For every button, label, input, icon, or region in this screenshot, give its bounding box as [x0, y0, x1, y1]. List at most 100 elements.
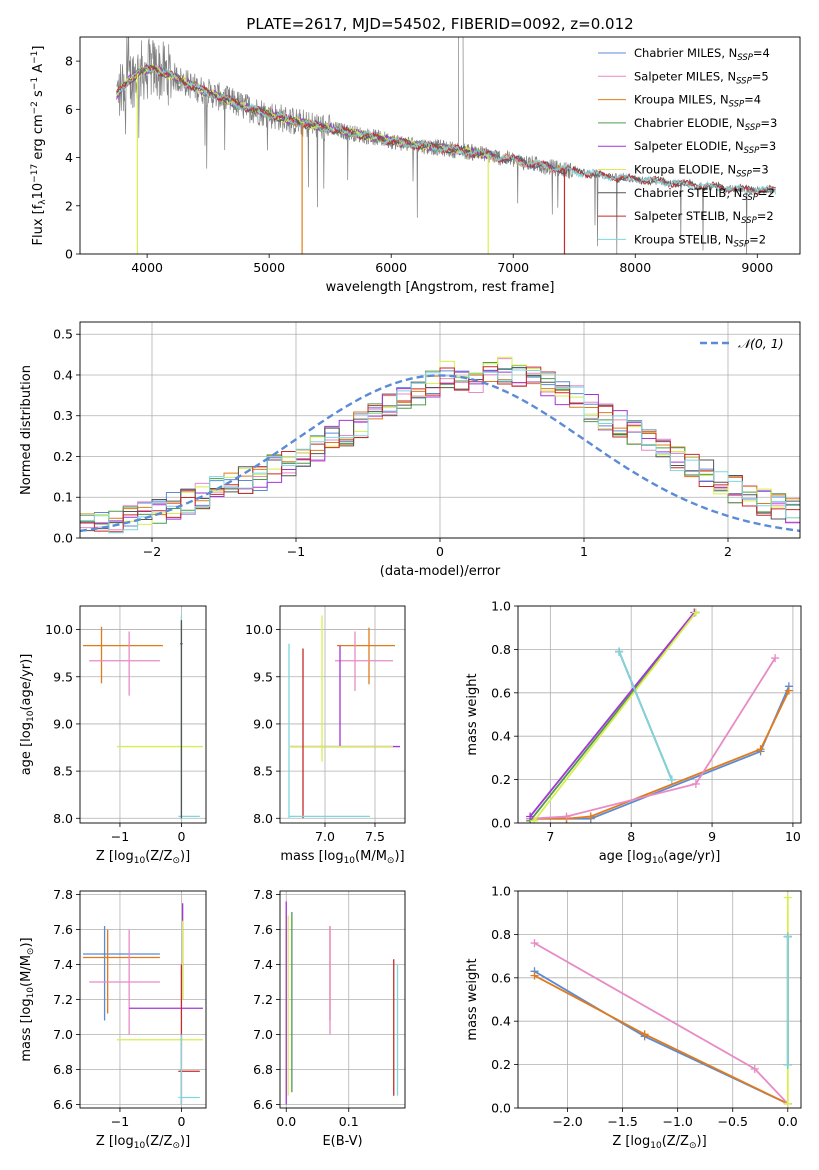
data-point-marker [691, 779, 700, 788]
legend-label: Kroupa ELODIE, NSSP=3 [634, 163, 769, 180]
legend-label: Kroupa MILES, NSSP=4 [634, 93, 761, 110]
data-point-marker [586, 812, 595, 821]
x-tick-label: −1 [111, 829, 129, 844]
series-line-kroupa_elodie [533, 611, 697, 822]
x-tick-label: −2 [143, 544, 161, 559]
data-point-marker [640, 1030, 649, 1039]
x-axis-label: Z [log10(Z/Z⊙)] [612, 1134, 706, 1151]
y-tick-label: 8.0 [53, 811, 73, 826]
data-point-marker [771, 654, 780, 663]
x-tick-label: 9000 [741, 260, 773, 275]
y-tick-label: 7.6 [53, 922, 73, 937]
data-point-marker [530, 971, 539, 980]
y-axis-label: Normed distribution [19, 365, 34, 495]
y-tick-label: 7.0 [53, 1027, 73, 1042]
plot-area [80, 356, 800, 534]
plots-layer: 4000 5000 6000 7000 8000 900002468wavelength … [19, 36, 802, 1151]
data-point-marker [562, 812, 571, 821]
y-tick-label: 7.4 [53, 957, 73, 972]
y-tick-label: 0.6 [491, 685, 511, 700]
y-tick-label: 0.2 [491, 772, 511, 787]
x-tick-label: 0.0 [778, 1114, 798, 1129]
panel-mass_vs_ebv: 0.0 0.1 6.6 6.8 7.0 7.2 7.4 7.6 7.8 E(B-V) [253, 887, 406, 1149]
x-axis-label: E(B-V) [322, 1134, 362, 1149]
data-point-marker [530, 939, 539, 948]
y-tick-label: 7.0 [253, 1027, 273, 1042]
panel-massweight_vs_Z: −2.0 −1.5 −1.0 −0.5 0.0 0.0 0.2 0.4 0.6 0.8 1.0 Z [… [465, 884, 802, 1151]
y-tick-label: 7.4 [253, 957, 273, 972]
y-tick-label: 0.4 [53, 367, 73, 382]
plot-area [526, 608, 793, 823]
y-axis-label: mass weight [465, 673, 480, 755]
y-tick-label: 7.6 [253, 922, 273, 937]
x-tick-label: −2.0 [552, 1114, 582, 1129]
y-tick-label: 10.0 [245, 622, 273, 637]
y-tick-label: 0.4 [491, 729, 511, 744]
y-tick-label: 0.3 [53, 408, 73, 423]
y-tick-label: 4 [65, 150, 73, 165]
y-tick-label: 6.6 [53, 1097, 73, 1112]
x-tick-label: 0.0 [276, 1114, 296, 1129]
x-axis-label: Z [log10(Z/Z⊙)] [96, 1134, 190, 1151]
axes-frame [79, 605, 207, 824]
x-axis-label: mass [log10(M/M⊙)] [280, 849, 404, 866]
panel-spectrum: 4000 5000 6000 7000 8000 9000 0 2 4 6 8 wavelength … [30, 36, 801, 295]
x-axis-label: (data-model)/error [380, 564, 501, 579]
model-spectrum-chabrier_stelib [116, 65, 776, 196]
y-tick-label: 7.8 [53, 887, 73, 902]
x-axis-label: Z [log10(Z/Z⊙)] [96, 849, 190, 866]
x-tick-label: 0 [177, 1114, 185, 1129]
y-tick-label: 6.8 [253, 1062, 273, 1077]
y-tick-label: 0.2 [53, 449, 73, 464]
x-tick-label: 0.1 [339, 1114, 359, 1129]
y-tick-label: 8.5 [53, 764, 73, 779]
y-tick-label: 0.6 [491, 970, 511, 985]
x-tick-label: 5000 [253, 260, 285, 275]
panel-age_vs_mass: 7.0 7.5 8.0 8.5 9.0 9.5 10.0 mass [log10(M/M⊙)] [245, 605, 406, 866]
axes-frame [517, 890, 802, 1109]
data-point-marker [783, 1060, 792, 1069]
x-tick-label: 4000 [131, 260, 163, 275]
data-point-marker [526, 812, 535, 821]
x-axis-label: wavelength [Angstrom, rest frame] [326, 280, 555, 295]
y-tick-label: 8.5 [253, 764, 273, 779]
x-tick-label: 7000 [497, 260, 529, 275]
y-axis-label: Flux [fλ10−17 erg cm−2 s−1 A−1] [30, 46, 48, 246]
x-tick-label: 8 [627, 829, 635, 844]
plot-area [530, 893, 792, 1108]
model-spectrum-salpeter_elodie [116, 64, 489, 160]
legend-label: Salpeter ELODIE, NSSP=3 [634, 139, 776, 156]
x-tick-label: −0.5 [718, 1114, 748, 1129]
x-tick-label: −1.5 [607, 1114, 637, 1129]
axes-frame [279, 605, 406, 824]
y-tick-label: 0.8 [491, 927, 511, 942]
x-tick-label: 10 [785, 829, 801, 844]
legend-label: Salpeter MILES, NSSP=5 [634, 69, 769, 86]
data-point-marker [615, 647, 624, 656]
axes-frame [79, 890, 207, 1109]
histogram-step-salpeter_stelib [80, 366, 800, 533]
legend-label: Salpeter STELIB, NSSP=2 [634, 209, 774, 226]
y-tick-label: 0.8 [491, 642, 511, 657]
x-tick-label: −1.0 [662, 1114, 692, 1129]
y-tick-label: 0.1 [53, 490, 73, 505]
y-tick-label: 10.0 [45, 622, 73, 637]
y-tick-label: 0.4 [491, 1014, 511, 1029]
x-axis-label: age [log10(age/yr)] [599, 849, 721, 866]
y-tick-label: 9.0 [253, 716, 273, 731]
y-axis-label: age [log10(age/yr)] [19, 654, 36, 776]
series-line-kroupa_stelib [618, 651, 673, 780]
axes-frame [79, 321, 801, 539]
data-point-marker [530, 816, 539, 823]
y-tick-label: 1.0 [491, 884, 511, 899]
data-point-marker [783, 1099, 792, 1108]
legend-label: Kroupa STELIB, NSSP=2 [634, 232, 766, 249]
x-tick-label: 7 [546, 829, 554, 844]
x-tick-label: 6000 [375, 260, 407, 275]
y-tick-label: 1.0 [491, 599, 511, 614]
y-tick-label: 9.5 [253, 669, 273, 684]
plot-area [83, 903, 203, 1105]
y-tick-label: 0.5 [53, 327, 73, 342]
y-tick-label: 0.0 [491, 816, 511, 831]
